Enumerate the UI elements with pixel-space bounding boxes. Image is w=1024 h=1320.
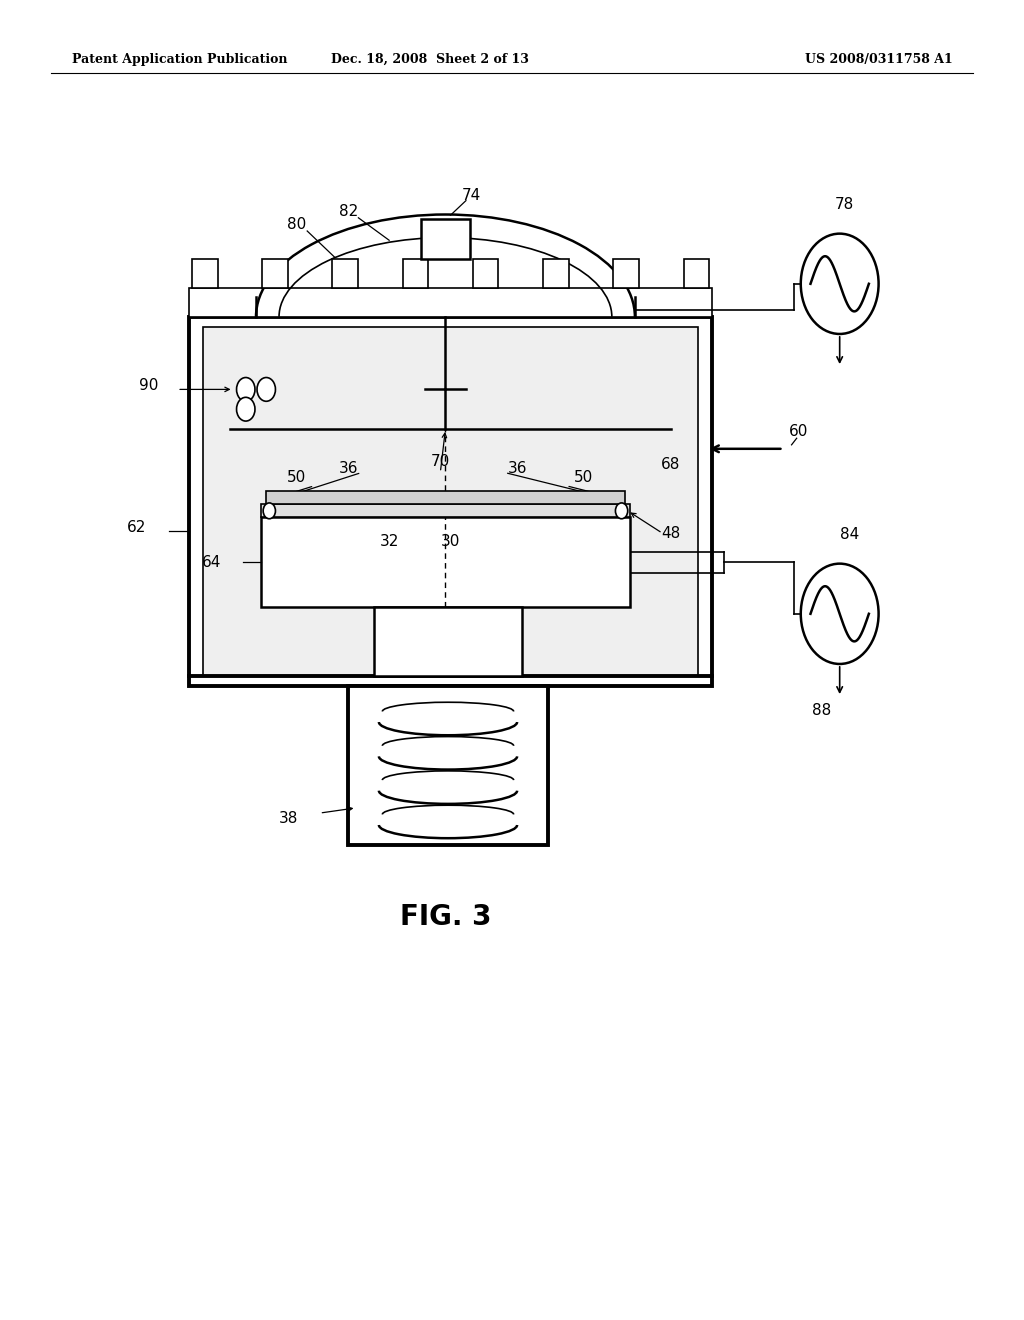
Text: Dec. 18, 2008  Sheet 2 of 13: Dec. 18, 2008 Sheet 2 of 13 (331, 53, 529, 66)
Text: 70: 70 (431, 454, 450, 470)
Text: 32: 32 (380, 533, 398, 549)
Bar (348, 686, 548, 845)
Circle shape (237, 378, 255, 401)
Bar (261, 504, 630, 517)
Bar (262, 259, 288, 288)
Text: 62: 62 (127, 520, 145, 536)
Circle shape (801, 564, 879, 664)
Bar (261, 517, 630, 607)
Text: 82: 82 (339, 203, 357, 219)
Circle shape (801, 234, 879, 334)
Text: 84: 84 (841, 527, 859, 543)
Bar (374, 607, 522, 676)
Bar (421, 219, 470, 259)
Text: 50: 50 (574, 470, 593, 486)
Bar (684, 259, 709, 288)
Text: Patent Application Publication: Patent Application Publication (72, 53, 287, 66)
Circle shape (237, 397, 255, 421)
Text: FIG. 3: FIG. 3 (399, 903, 492, 932)
Text: 36: 36 (507, 461, 527, 477)
Circle shape (615, 503, 628, 519)
Bar (189, 288, 712, 317)
Bar (266, 491, 625, 504)
Bar (402, 259, 428, 288)
Text: 64: 64 (203, 554, 221, 570)
Text: 50: 50 (288, 470, 306, 486)
Text: 36: 36 (338, 461, 358, 477)
Bar (333, 259, 358, 288)
Circle shape (257, 378, 275, 401)
Text: 38: 38 (280, 810, 298, 826)
Text: 74: 74 (462, 187, 480, 203)
Bar (193, 259, 217, 288)
Bar (473, 259, 499, 288)
Text: 88: 88 (812, 702, 830, 718)
Text: 60: 60 (790, 424, 808, 440)
Text: 48: 48 (662, 525, 680, 541)
Bar (203, 327, 698, 676)
Circle shape (263, 503, 275, 519)
Bar (189, 317, 712, 686)
Text: 30: 30 (441, 533, 460, 549)
Text: 90: 90 (139, 378, 158, 393)
Bar (543, 259, 568, 288)
Text: 68: 68 (662, 457, 680, 473)
Text: 80: 80 (288, 216, 306, 232)
Bar (613, 259, 639, 288)
Text: 78: 78 (836, 197, 854, 213)
Text: US 2008/0311758 A1: US 2008/0311758 A1 (805, 53, 952, 66)
